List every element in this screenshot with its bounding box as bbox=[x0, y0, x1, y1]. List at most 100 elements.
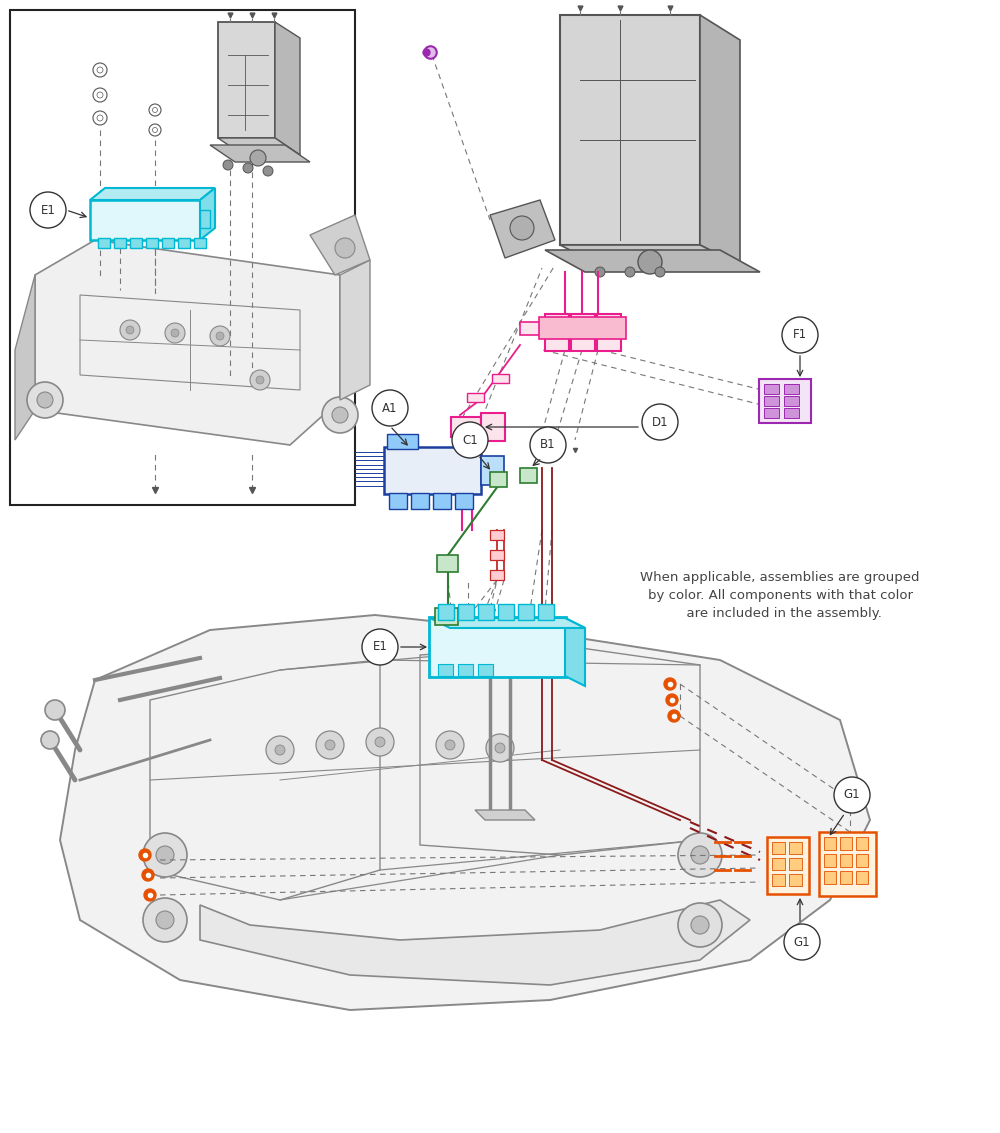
FancyBboxPatch shape bbox=[384, 448, 481, 494]
Circle shape bbox=[156, 846, 174, 864]
Circle shape bbox=[691, 915, 709, 934]
FancyBboxPatch shape bbox=[856, 854, 868, 867]
FancyBboxPatch shape bbox=[764, 384, 779, 394]
Circle shape bbox=[322, 397, 358, 433]
Text: G1: G1 bbox=[844, 789, 860, 801]
FancyBboxPatch shape bbox=[438, 664, 453, 676]
FancyBboxPatch shape bbox=[455, 493, 473, 509]
FancyBboxPatch shape bbox=[492, 374, 509, 383]
FancyBboxPatch shape bbox=[840, 871, 852, 884]
Circle shape bbox=[223, 160, 233, 170]
Polygon shape bbox=[210, 145, 310, 162]
Circle shape bbox=[638, 250, 662, 274]
Polygon shape bbox=[90, 201, 200, 240]
Polygon shape bbox=[475, 810, 535, 820]
FancyBboxPatch shape bbox=[772, 842, 785, 854]
FancyBboxPatch shape bbox=[764, 397, 779, 406]
Polygon shape bbox=[218, 22, 275, 138]
Circle shape bbox=[678, 903, 722, 947]
FancyBboxPatch shape bbox=[789, 874, 802, 886]
FancyBboxPatch shape bbox=[767, 837, 809, 894]
Circle shape bbox=[366, 729, 394, 756]
Circle shape bbox=[530, 427, 566, 463]
FancyBboxPatch shape bbox=[458, 604, 474, 620]
FancyBboxPatch shape bbox=[545, 314, 569, 351]
FancyBboxPatch shape bbox=[389, 493, 407, 509]
Polygon shape bbox=[35, 240, 340, 445]
Circle shape bbox=[144, 889, 156, 901]
FancyBboxPatch shape bbox=[498, 604, 514, 620]
Text: D1: D1 bbox=[652, 416, 668, 428]
FancyBboxPatch shape bbox=[784, 397, 799, 406]
FancyBboxPatch shape bbox=[840, 854, 852, 867]
Circle shape bbox=[436, 731, 464, 759]
Circle shape bbox=[45, 700, 65, 719]
FancyBboxPatch shape bbox=[789, 842, 802, 854]
FancyBboxPatch shape bbox=[490, 550, 504, 560]
Circle shape bbox=[362, 629, 398, 665]
Text: C1: C1 bbox=[462, 434, 478, 446]
FancyBboxPatch shape bbox=[433, 493, 451, 509]
Circle shape bbox=[210, 326, 230, 346]
FancyBboxPatch shape bbox=[824, 837, 836, 850]
FancyBboxPatch shape bbox=[411, 493, 429, 509]
Circle shape bbox=[678, 833, 722, 877]
FancyBboxPatch shape bbox=[438, 604, 454, 620]
FancyBboxPatch shape bbox=[539, 317, 626, 339]
Circle shape bbox=[510, 216, 534, 240]
FancyBboxPatch shape bbox=[386, 434, 418, 449]
FancyBboxPatch shape bbox=[434, 607, 458, 624]
Circle shape bbox=[250, 370, 270, 390]
FancyBboxPatch shape bbox=[478, 664, 493, 676]
FancyBboxPatch shape bbox=[146, 238, 158, 248]
FancyBboxPatch shape bbox=[597, 314, 621, 351]
FancyBboxPatch shape bbox=[518, 604, 534, 620]
FancyBboxPatch shape bbox=[130, 238, 142, 248]
FancyBboxPatch shape bbox=[436, 554, 458, 571]
FancyBboxPatch shape bbox=[824, 854, 836, 867]
FancyBboxPatch shape bbox=[480, 455, 504, 485]
Circle shape bbox=[41, 731, 59, 749]
Polygon shape bbox=[200, 900, 750, 985]
Polygon shape bbox=[490, 201, 555, 258]
Circle shape bbox=[625, 267, 635, 276]
FancyBboxPatch shape bbox=[784, 408, 799, 418]
Circle shape bbox=[275, 746, 285, 755]
FancyBboxPatch shape bbox=[819, 832, 876, 896]
Polygon shape bbox=[310, 215, 370, 275]
Circle shape bbox=[30, 191, 66, 228]
FancyBboxPatch shape bbox=[481, 414, 505, 441]
FancyBboxPatch shape bbox=[520, 322, 542, 334]
Circle shape bbox=[143, 833, 187, 877]
Circle shape bbox=[372, 390, 408, 426]
Text: E1: E1 bbox=[41, 204, 55, 216]
Circle shape bbox=[445, 740, 455, 750]
Circle shape bbox=[486, 734, 514, 763]
Circle shape bbox=[256, 376, 264, 384]
Text: G1: G1 bbox=[794, 936, 810, 948]
Polygon shape bbox=[15, 275, 35, 440]
FancyBboxPatch shape bbox=[466, 392, 484, 401]
Text: E1: E1 bbox=[373, 640, 387, 654]
Polygon shape bbox=[218, 138, 300, 155]
Text: B1: B1 bbox=[540, 438, 556, 451]
FancyBboxPatch shape bbox=[789, 858, 802, 870]
Circle shape bbox=[595, 267, 605, 276]
FancyBboxPatch shape bbox=[451, 417, 481, 437]
Circle shape bbox=[495, 743, 505, 753]
Circle shape bbox=[335, 238, 355, 258]
FancyBboxPatch shape bbox=[824, 871, 836, 884]
FancyBboxPatch shape bbox=[538, 604, 554, 620]
Circle shape bbox=[250, 150, 266, 167]
Text: A1: A1 bbox=[382, 401, 398, 415]
FancyBboxPatch shape bbox=[856, 871, 868, 884]
FancyBboxPatch shape bbox=[490, 530, 504, 540]
Circle shape bbox=[126, 326, 134, 334]
Circle shape bbox=[452, 421, 488, 458]
Circle shape bbox=[782, 317, 818, 353]
Circle shape bbox=[666, 695, 678, 706]
Polygon shape bbox=[275, 22, 300, 155]
FancyBboxPatch shape bbox=[162, 238, 174, 248]
Circle shape bbox=[243, 163, 253, 173]
Circle shape bbox=[316, 731, 344, 759]
